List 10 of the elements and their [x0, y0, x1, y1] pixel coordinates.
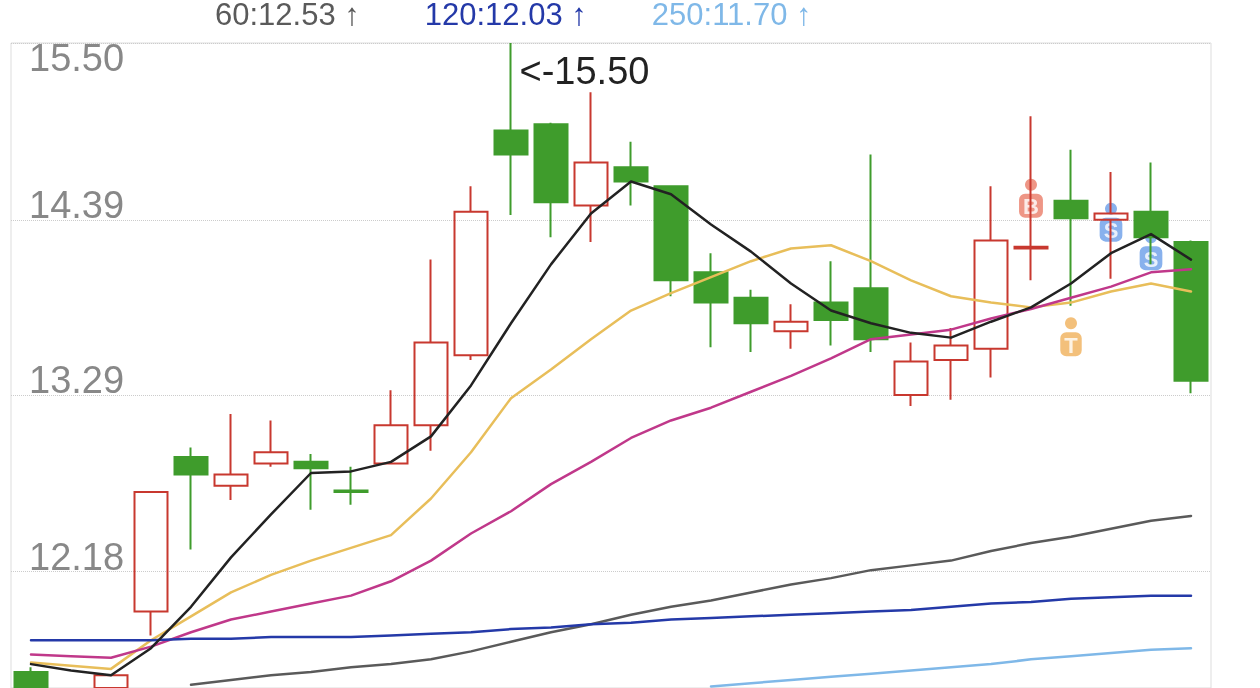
y-tick-label: 12.18 — [29, 535, 125, 578]
y-tick-label: 14.39 — [29, 183, 125, 226]
y-tick-label: 15.50 — [29, 37, 125, 79]
data-label: S — [1143, 246, 1159, 272]
annotation: <-15.50 — [519, 50, 650, 92]
text: 120:12.03 ↑ — [424, 0, 587, 32]
y-tick-label: 13.29 — [29, 358, 125, 401]
text: 250:11.70 ↑ — [651, 0, 812, 32]
data-label: T — [1064, 332, 1079, 358]
text: 60:12.53 ↑ — [215, 0, 360, 32]
